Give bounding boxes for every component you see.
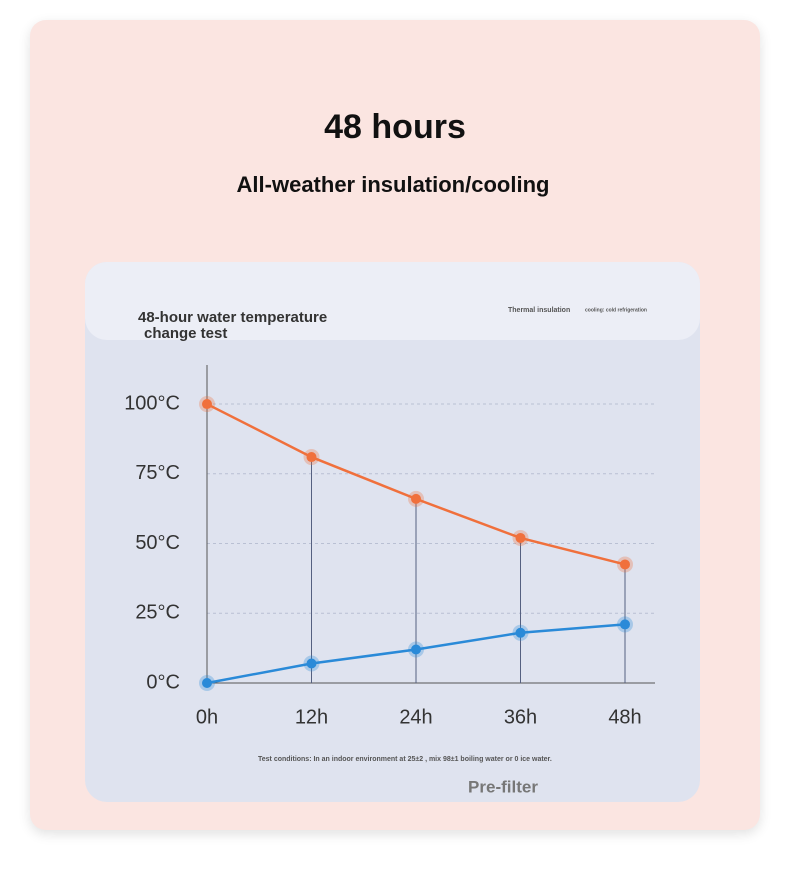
point <box>202 678 212 688</box>
y-tick-label: 75°C <box>135 462 180 484</box>
y-tick-label: 0°C <box>146 671 180 693</box>
point <box>620 559 630 570</box>
footnote: Test conditions: In an indoor environmen… <box>258 756 552 763</box>
footer-label: Pre-filter <box>468 777 538 796</box>
subheadline: All-weather insulation/cooling <box>236 172 550 197</box>
chart-panel <box>85 262 700 802</box>
point <box>202 399 212 410</box>
y-tick-label: 100°C <box>124 392 180 414</box>
x-tick-label: 24h <box>399 706 432 728</box>
point <box>411 493 421 504</box>
point <box>306 658 317 669</box>
point <box>515 532 526 543</box>
headline: 48 hours <box>324 108 466 146</box>
x-tick-label: 36h <box>504 706 537 728</box>
y-tick-label: 25°C <box>135 602 180 624</box>
x-tick-label: 0h <box>196 706 218 728</box>
chart-header <box>85 262 700 340</box>
point <box>411 644 421 655</box>
point <box>620 619 630 630</box>
point <box>306 452 317 463</box>
x-tick-label: 48h <box>608 706 641 728</box>
legend-label: Thermal insulation <box>508 307 570 314</box>
point <box>515 627 526 638</box>
x-tick-label: 12h <box>295 706 328 728</box>
y-tick-label: 50°C <box>135 532 180 554</box>
legend-label: cooling: cold refrigeration <box>585 307 647 313</box>
chart-title: 48-hour water temperature change test <box>138 309 327 342</box>
